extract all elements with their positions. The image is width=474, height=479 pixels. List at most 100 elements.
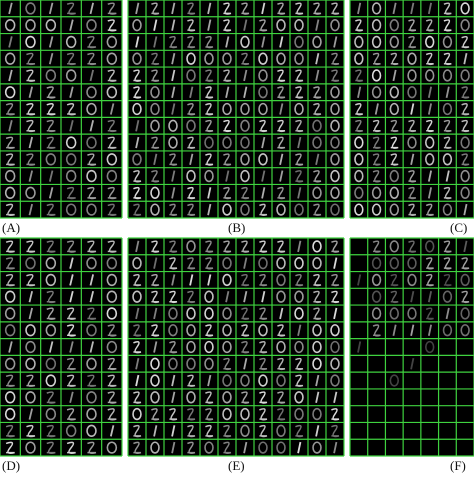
digit-image	[443, 186, 452, 200]
digit-image	[372, 153, 381, 166]
digit-image	[25, 441, 36, 454]
digit-image	[186, 340, 196, 354]
digit-image	[151, 240, 160, 253]
digit-image	[106, 86, 118, 99]
digit-image	[294, 52, 304, 65]
digit-image	[241, 2, 250, 15]
digit-image	[87, 153, 97, 166]
digit-image	[66, 307, 76, 320]
digit-image	[135, 240, 140, 253]
digit-image	[313, 290, 322, 304]
digit-image	[46, 240, 56, 253]
digit-image	[207, 187, 212, 199]
digit-image	[26, 374, 36, 387]
digit-image	[313, 203, 322, 217]
digit-image	[133, 441, 142, 455]
digit-image	[279, 36, 284, 48]
panel-label: (F)	[450, 458, 466, 473]
digit-image	[392, 69, 397, 82]
digit-image	[151, 273, 160, 287]
digit-image	[330, 119, 340, 132]
digit-image	[330, 357, 340, 370]
digit-image	[48, 170, 54, 182]
digit-image	[425, 136, 435, 149]
digit-image	[26, 153, 36, 166]
digit-image	[169, 35, 178, 49]
digit-image	[222, 136, 232, 149]
digit-image	[389, 240, 399, 253]
digit-image	[445, 307, 450, 320]
digit-image	[461, 119, 470, 133]
digit-image	[169, 341, 178, 354]
digit-image	[151, 290, 160, 304]
digit-image	[241, 52, 250, 66]
digit-image	[408, 119, 417, 133]
digit-image	[297, 136, 302, 149]
digit-image	[135, 358, 140, 370]
digit-image	[28, 203, 34, 216]
digit-image	[107, 357, 117, 371]
digit-image	[443, 2, 452, 15]
digit-image	[133, 324, 142, 337]
digit-image	[189, 274, 194, 286]
digit-image	[133, 391, 142, 404]
digit-image	[258, 69, 268, 82]
digit-image	[4, 307, 16, 320]
digit-image	[171, 391, 176, 404]
digit-image	[4, 357, 16, 370]
digit-image	[295, 86, 304, 99]
digit-image	[294, 290, 304, 303]
digit-image	[297, 441, 302, 454]
digit-image	[5, 153, 15, 166]
digit-image	[25, 35, 36, 49]
panel-label: (A)	[2, 220, 20, 235]
digit-image	[45, 153, 57, 166]
digit-image	[390, 136, 399, 149]
digit-image	[45, 256, 57, 270]
digit-image	[294, 340, 304, 354]
digit-image	[5, 103, 15, 116]
digit-image	[297, 240, 302, 253]
digit-image	[223, 2, 232, 15]
digit-image	[389, 18, 399, 32]
digit-image	[26, 240, 36, 253]
digit-image	[461, 290, 470, 304]
digit-image	[150, 119, 160, 132]
digit-image	[243, 69, 248, 82]
digit-image	[276, 424, 286, 438]
digit-image	[45, 18, 57, 32]
digit-image	[150, 86, 160, 99]
digit-image	[133, 203, 142, 217]
digit-image	[169, 408, 178, 421]
digit-image	[354, 35, 364, 49]
digit-image	[463, 240, 468, 253]
digit-image	[25, 357, 36, 370]
digit-image	[204, 136, 214, 149]
digit-image	[25, 256, 36, 270]
digit-image	[66, 324, 76, 337]
digit-image	[389, 186, 399, 200]
digit-image	[106, 256, 118, 270]
digit-image	[189, 86, 194, 98]
digit-image	[443, 257, 452, 270]
digit-image	[89, 290, 95, 303]
digit-image	[258, 86, 268, 99]
digit-image	[443, 273, 452, 287]
digit-image	[407, 52, 417, 65]
digit-image	[460, 273, 470, 287]
digit-image	[66, 357, 76, 371]
digit-image	[241, 307, 250, 320]
digit-image	[277, 391, 286, 404]
digit-image	[205, 324, 214, 337]
digit-image	[410, 103, 415, 115]
digit-image	[107, 119, 117, 133]
digit-image	[26, 69, 36, 82]
digit-image	[222, 407, 232, 421]
digit-image	[330, 203, 340, 216]
digit-image	[295, 424, 304, 438]
digit-image	[427, 187, 433, 199]
digit-image	[277, 69, 286, 82]
digit-image	[133, 186, 142, 200]
digit-image	[312, 357, 322, 370]
digit-image	[187, 374, 196, 387]
